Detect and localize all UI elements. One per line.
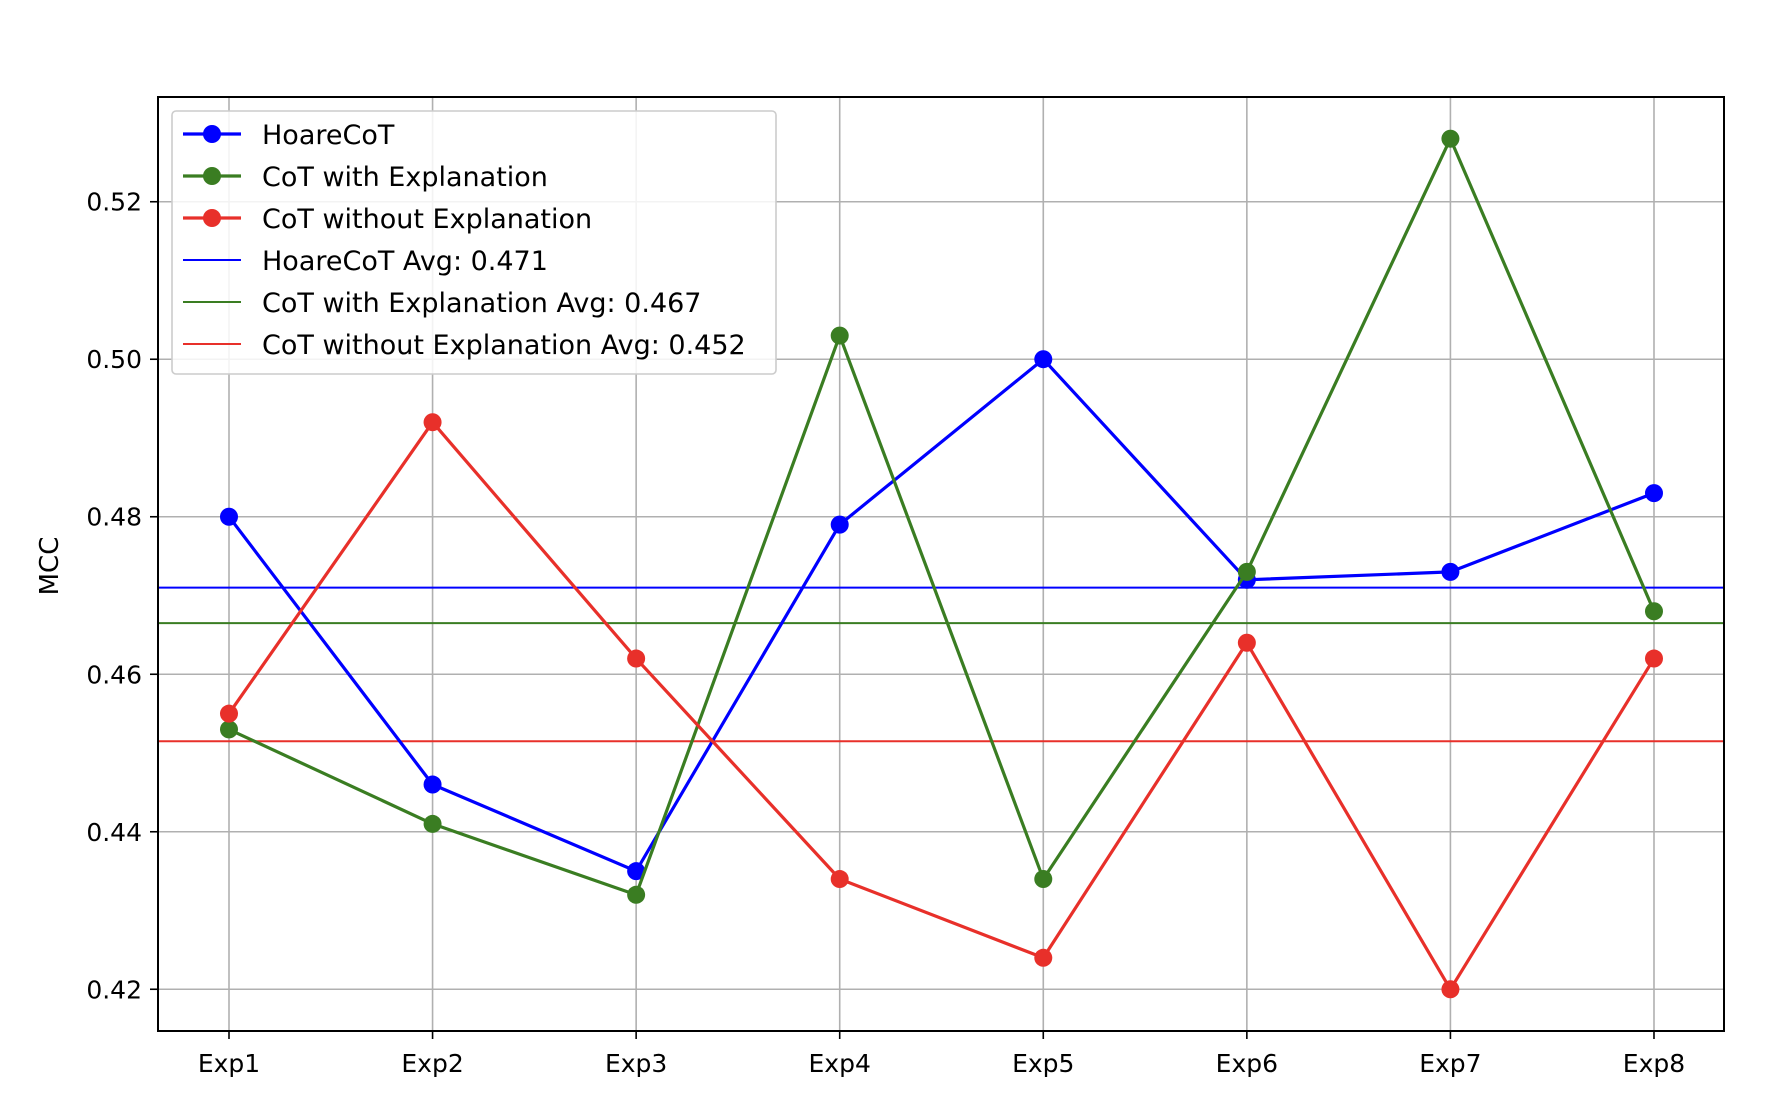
legend-label: CoT with Explanation Avg: 0.467 xyxy=(262,288,701,319)
plot-frame xyxy=(157,96,1725,1032)
data-point xyxy=(1441,129,1460,148)
series-line xyxy=(227,420,1656,991)
data-point xyxy=(830,870,849,889)
data-point xyxy=(1237,562,1256,581)
data-point xyxy=(830,515,849,534)
data-point xyxy=(1441,562,1460,581)
data-point xyxy=(220,507,238,526)
data-point xyxy=(1644,602,1663,621)
data-point xyxy=(1441,980,1460,999)
data-point xyxy=(423,413,442,432)
x-tick-label: Exp2 xyxy=(401,1049,463,1078)
x-tick-label: Exp8 xyxy=(1623,1049,1685,1078)
series-lines xyxy=(220,129,1663,999)
data-point xyxy=(627,885,646,904)
x-tick-label: Exp4 xyxy=(809,1049,871,1078)
y-tick-label: 0.42 xyxy=(86,975,142,1004)
y-axis-label: MCC xyxy=(35,537,65,596)
legend-marker-swatch xyxy=(203,167,221,185)
series-line xyxy=(228,137,1656,897)
data-point xyxy=(627,862,646,881)
series-3 xyxy=(220,413,1663,999)
x-tick-label: Exp3 xyxy=(605,1049,667,1078)
y-tick-label: 0.44 xyxy=(86,818,142,847)
x-axis: Exp1 Exp2 Exp3 Exp4 Exp5 Exp6 Exp7 Exp8 xyxy=(198,1031,1685,1078)
data-point xyxy=(1644,649,1663,668)
data-point xyxy=(1034,350,1053,369)
legend-label: CoT without Explanation Avg: 0.452 xyxy=(262,330,746,361)
series-2 xyxy=(220,129,1663,904)
data-point xyxy=(423,775,442,794)
data-point xyxy=(830,326,849,345)
data-point xyxy=(627,649,646,668)
y-tick-label: 0.48 xyxy=(86,503,142,532)
legend-label: HoareCoT xyxy=(262,120,395,151)
legend-box xyxy=(171,110,777,375)
legend-marker-swatch xyxy=(203,125,221,143)
y-tick-label: 0.46 xyxy=(86,660,142,689)
y-tick-label: 0.50 xyxy=(86,345,142,374)
data-point xyxy=(423,814,442,833)
x-tick-label: Exp5 xyxy=(1012,1049,1074,1078)
data-point xyxy=(220,704,238,723)
x-tick-label: Exp7 xyxy=(1419,1049,1481,1078)
legend-label: CoT without Explanation xyxy=(262,204,592,235)
series-line xyxy=(227,357,1655,873)
legend-label: HoareCoT Avg: 0.471 xyxy=(262,246,548,277)
y-axis: 0.42 0.44 0.46 0.48 0.50 0.52 xyxy=(86,188,158,1004)
data-point xyxy=(1237,633,1256,652)
data-point xyxy=(1034,870,1053,889)
data-point xyxy=(220,720,238,739)
data-point xyxy=(1034,948,1053,967)
legend-marker-swatch xyxy=(203,209,221,227)
legend: HoareCoT CoT with Explanation CoT without … xyxy=(171,110,777,375)
x-tick-label: Exp1 xyxy=(198,1049,260,1078)
y-tick-label: 0.52 xyxy=(86,188,142,217)
data-point xyxy=(1644,484,1663,503)
x-tick-label: Exp6 xyxy=(1216,1049,1278,1078)
average-lines xyxy=(158,586,1724,743)
legend-label: CoT with Explanation xyxy=(262,162,548,193)
